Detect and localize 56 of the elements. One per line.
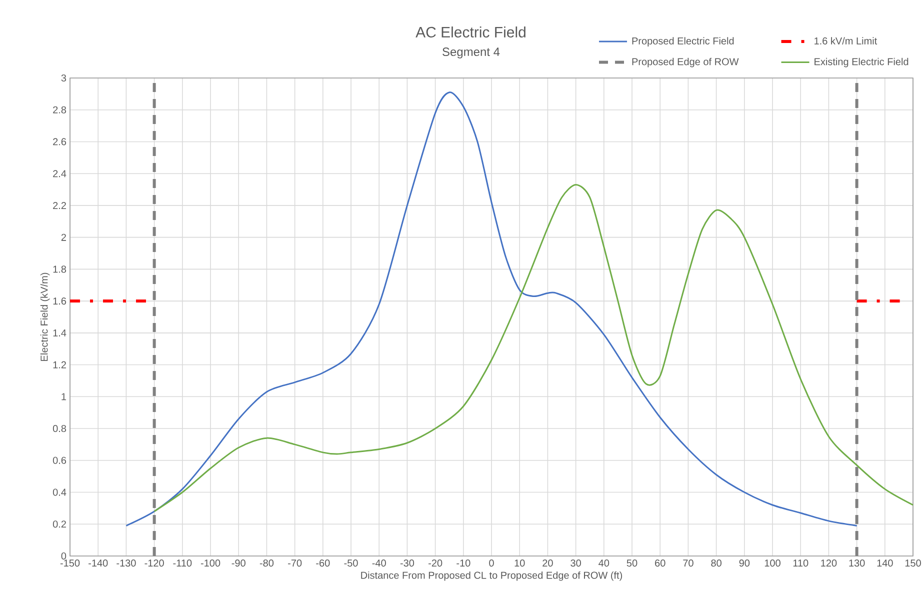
y-tick-label: 0 <box>61 552 66 560</box>
y-tick-label: 0.6 <box>52 456 66 464</box>
x-tick-label: 0 <box>489 560 494 567</box>
chart-title: AC Electric Field <box>416 26 526 38</box>
y-axis-title: Electric Field (kV/m) <box>40 272 50 361</box>
x-tick-label: -100 <box>200 560 220 567</box>
x-axis-title: Distance From Proposed CL to Proposed Edge of ROW (ft) <box>361 571 622 581</box>
x-tick-label: 110 <box>793 560 808 567</box>
chart-subtitle: Segment 4 <box>442 48 500 58</box>
y-tick-label: 0.4 <box>52 488 66 496</box>
x-tick-label: -70 <box>288 560 302 567</box>
x-tick-label: 150 <box>905 560 921 567</box>
legend-label: Proposed Edge of ROW <box>632 58 739 68</box>
y-tick-label: 0.2 <box>52 520 66 528</box>
x-tick-label: -120 <box>144 560 164 567</box>
x-tick-label: -60 <box>316 560 330 567</box>
x-tick-label: 140 <box>877 560 893 567</box>
x-tick-label: -110 <box>173 560 192 567</box>
x-tick-label: -130 <box>116 560 136 567</box>
x-tick-label: 60 <box>655 560 666 567</box>
y-tick-label: 2.2 <box>53 202 66 209</box>
legend-label: Proposed Electric Field <box>632 37 734 46</box>
x-tick-label: -10 <box>456 560 470 567</box>
x-tick-label: -20 <box>428 560 442 567</box>
y-tick-label: 1.4 <box>53 329 66 336</box>
x-tick-label: 50 <box>626 560 638 567</box>
x-tick-label: -40 <box>372 560 386 567</box>
x-tick-label: 40 <box>598 560 610 567</box>
y-tick-label: 2.4 <box>53 170 66 178</box>
legend-label: 1.6 kV/m Limit <box>814 37 878 44</box>
x-tick-label: 90 <box>739 560 750 567</box>
x-tick-label: 10 <box>514 560 525 567</box>
x-tick-label: 130 <box>849 560 865 567</box>
y-tick-label: 1 <box>62 393 66 400</box>
x-tick-label: -80 <box>260 560 274 567</box>
x-tick-label: 20 <box>542 560 553 567</box>
y-tick-label: 2.6 <box>53 138 66 146</box>
x-tick-label: -140 <box>88 560 108 567</box>
x-tick-label: 100 <box>764 560 780 567</box>
y-tick-label: 1.8 <box>53 266 66 273</box>
x-tick-label: 80 <box>711 560 722 567</box>
y-tick-label: 2.8 <box>53 106 66 114</box>
y-tick-label: 1.6 <box>53 298 66 305</box>
x-tick-label: -30 <box>400 560 414 567</box>
y-tick-label: 2 <box>61 234 66 241</box>
x-tick-label: -150 <box>60 560 80 567</box>
x-tick-label: -90 <box>232 560 246 567</box>
line-series <box>154 184 914 512</box>
y-tick-label: 1.2 <box>53 361 66 368</box>
x-tick-label: -50 <box>344 560 358 567</box>
x-tick-label: 70 <box>683 560 694 567</box>
legend-label: Existing Electric Field <box>814 58 908 68</box>
y-tick-label: 3 <box>61 74 66 82</box>
x-tick-label: 30 <box>570 560 581 567</box>
y-tick-label: 0.8 <box>52 424 66 432</box>
x-tick-label: 120 <box>821 560 837 567</box>
